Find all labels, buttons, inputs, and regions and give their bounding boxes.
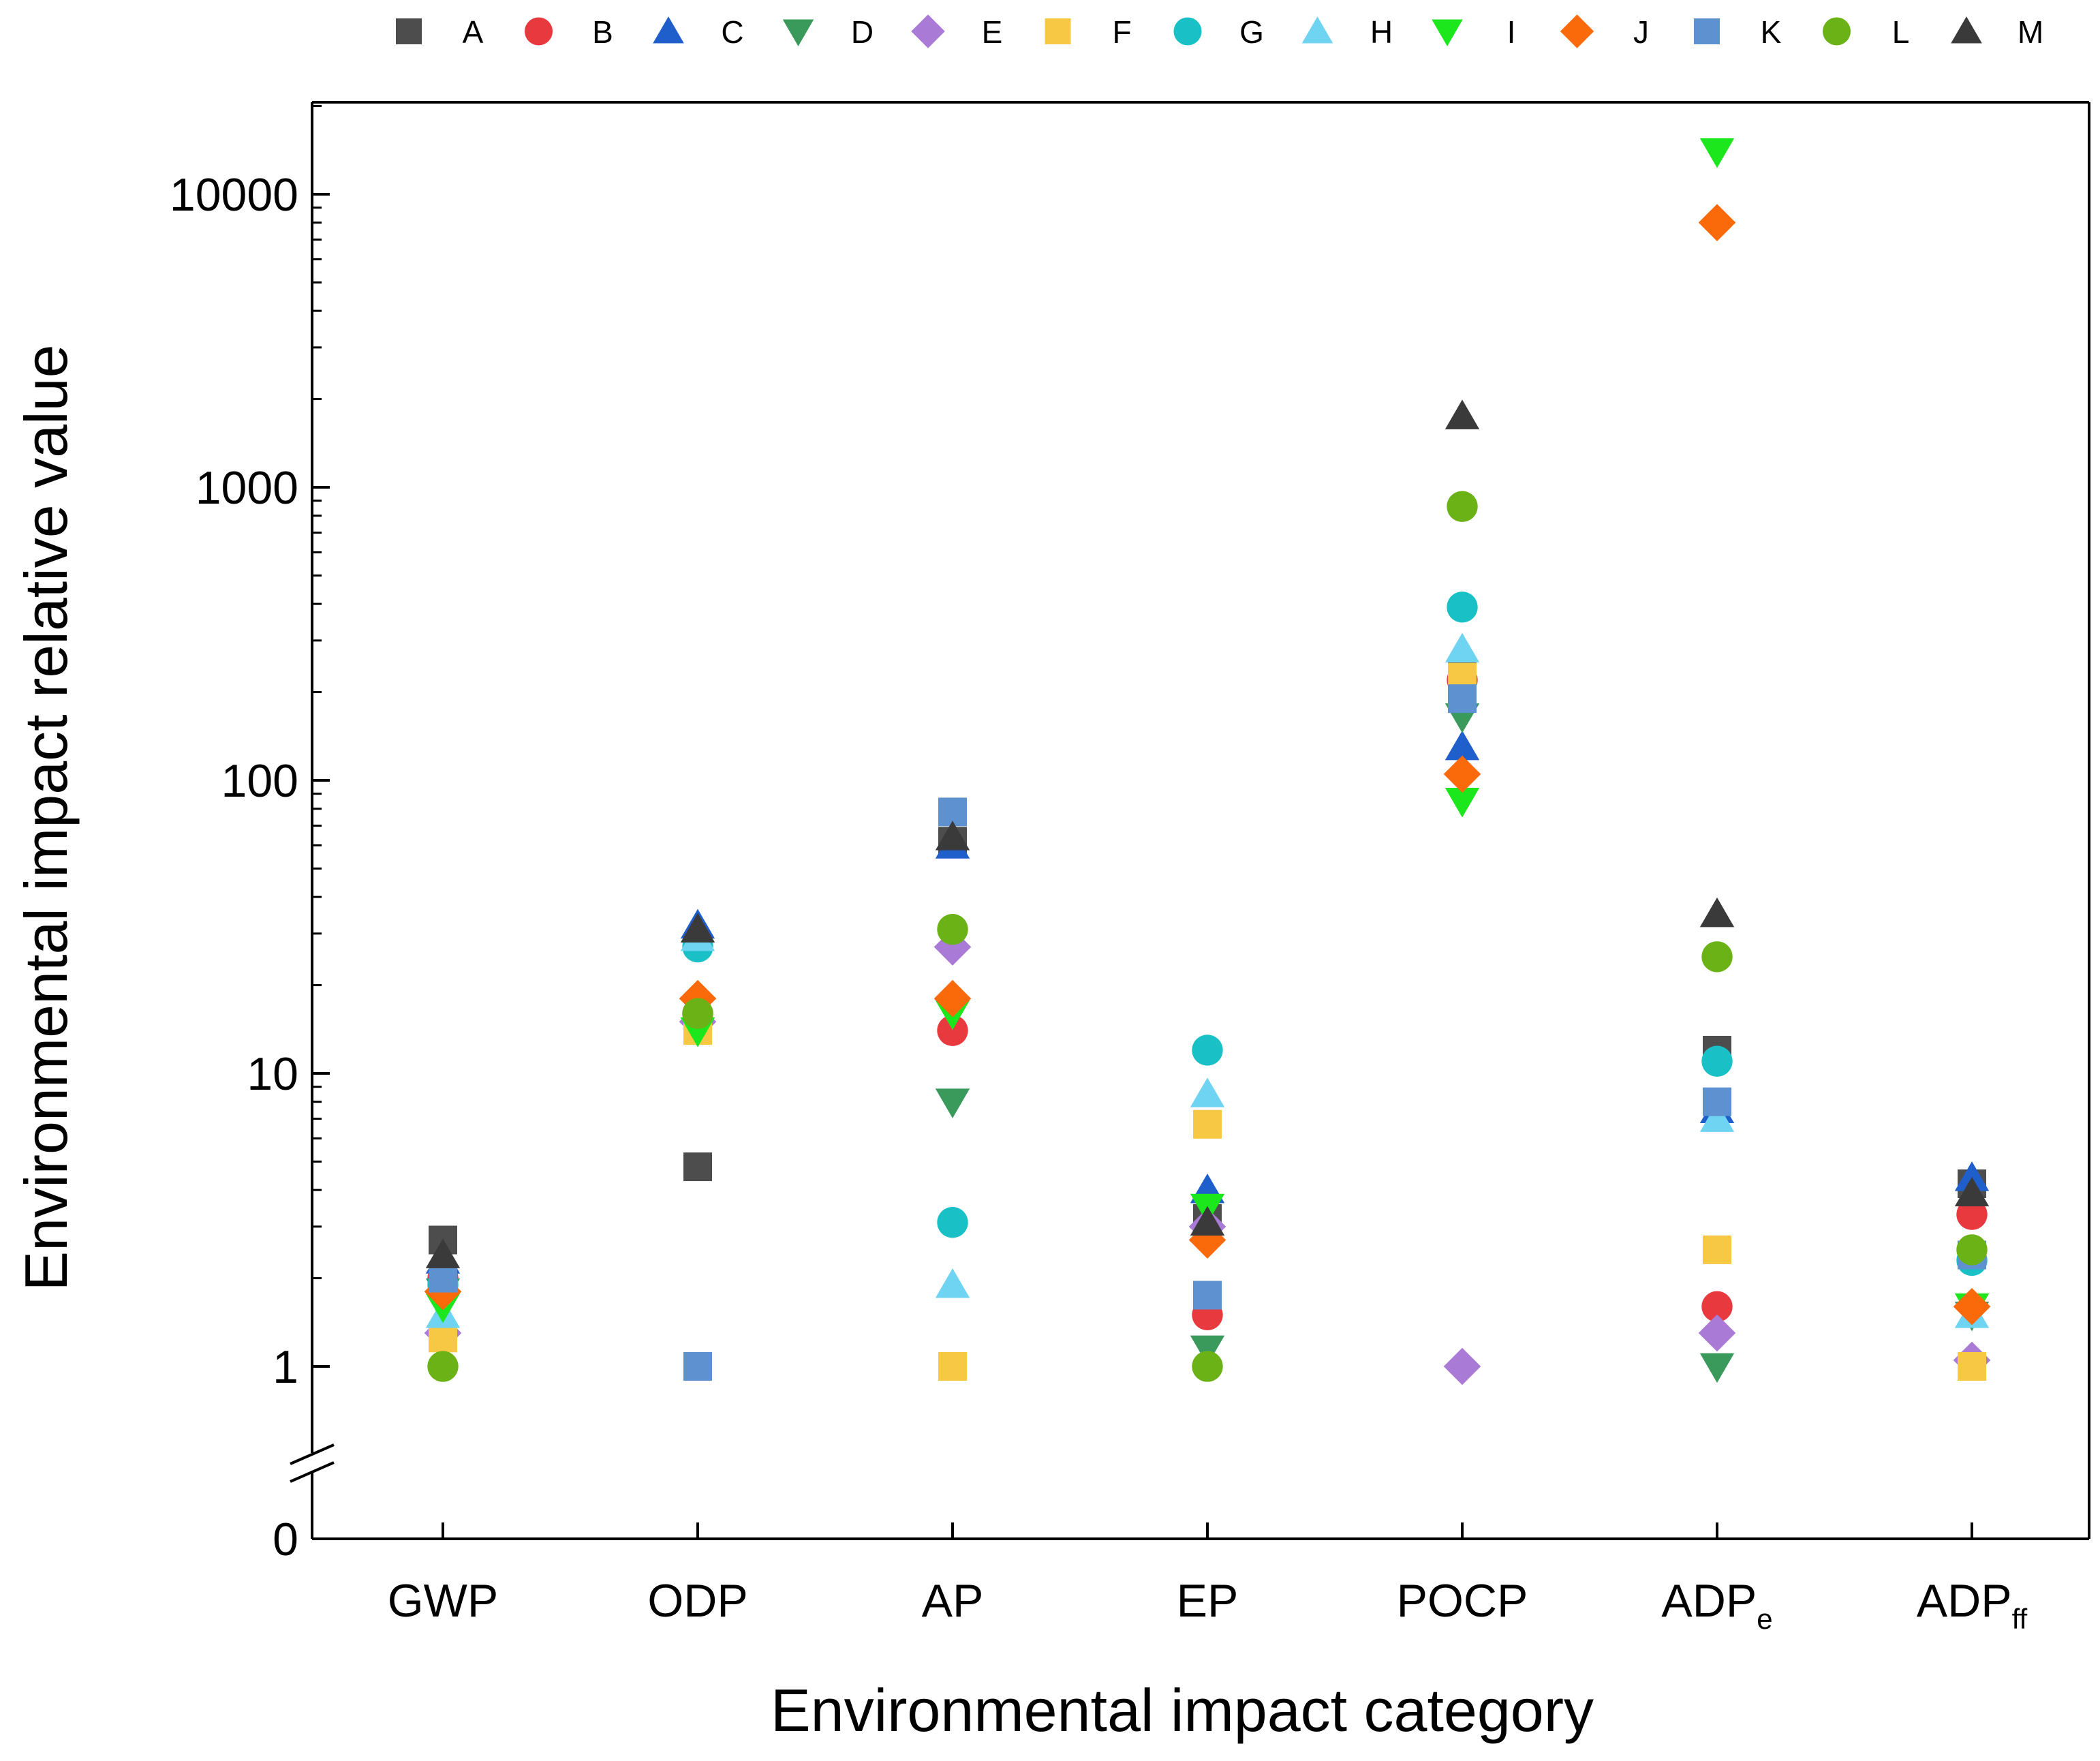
data-point-J <box>1953 1287 1991 1326</box>
data-point-G <box>1701 1045 1733 1077</box>
data-point-E <box>1698 1314 1736 1352</box>
data-point-L <box>682 998 713 1029</box>
data-points <box>424 138 1991 1385</box>
legend-label-H: H <box>1370 14 1393 50</box>
data-point-D <box>1190 1335 1225 1366</box>
data-point-J <box>1443 755 1481 793</box>
legend-label-E: E <box>982 14 1003 50</box>
legend-marker-H <box>1301 16 1333 44</box>
legend-label-K: K <box>1761 14 1782 50</box>
y-axis-title: Environmental impact relative value <box>12 344 80 1291</box>
y-axis-break-mark <box>290 1461 335 1483</box>
data-point-K <box>429 1264 457 1293</box>
legend-marker-C <box>653 16 684 44</box>
legend-label-I: I <box>1507 14 1516 50</box>
legend-label-J: J <box>1633 14 1649 50</box>
data-point-M <box>680 913 715 943</box>
y-tick-label: 1 <box>273 1341 298 1393</box>
data-point-L <box>427 1351 459 1382</box>
y-tick-label: 10000 <box>170 169 298 221</box>
legend-label-C: C <box>721 14 743 50</box>
legend-label-G: G <box>1239 14 1264 50</box>
legend-marker-L <box>1822 17 1851 46</box>
legend-marker-J <box>1560 14 1594 48</box>
legend-label-M: M <box>2018 14 2043 50</box>
data-point-I <box>1445 788 1480 818</box>
data-point-J <box>933 979 972 1017</box>
y-tick-label: 1000 <box>196 462 298 514</box>
y-tick-label-zero: 0 <box>273 1514 298 1565</box>
x-tick-label: ODP <box>647 1575 747 1627</box>
data-point-H <box>1699 1102 1735 1132</box>
y-tick-label: 10 <box>247 1048 298 1100</box>
data-point-D <box>935 1088 970 1118</box>
data-point-H <box>1445 632 1480 663</box>
legend-marker-B <box>524 17 553 46</box>
data-point-B <box>1956 1199 1988 1230</box>
legend-marker-D <box>782 19 814 46</box>
legend-marker-K <box>1694 18 1720 44</box>
data-point-F <box>1193 1109 1222 1139</box>
data-point-D <box>1699 1353 1735 1383</box>
legend-label-A: A <box>463 14 484 50</box>
data-point-J <box>1698 204 1736 241</box>
data-point-K <box>683 1352 712 1381</box>
data-point-G <box>937 1207 968 1238</box>
data-point-B <box>1701 1291 1733 1322</box>
x-tick-label: EP <box>1177 1575 1239 1627</box>
data-point-L <box>1701 941 1733 973</box>
data-point-M <box>1954 1176 1990 1207</box>
data-point-M <box>425 1238 461 1268</box>
x-tick-label: AP <box>922 1575 984 1627</box>
legend-label-D: D <box>851 14 874 50</box>
data-point-F <box>1958 1352 1986 1381</box>
data-point-M <box>935 821 970 851</box>
data-point-M <box>1445 399 1480 429</box>
legend-label-L: L <box>1892 14 1910 50</box>
data-point-L <box>1192 1351 1223 1382</box>
x-tick-label: POCP <box>1397 1575 1528 1627</box>
data-point-K <box>1448 684 1477 714</box>
legend-marker-E <box>911 14 945 48</box>
legend-label-B: B <box>592 14 613 50</box>
y-axis: 1 10 100 1000 10000 0 <box>170 102 335 1565</box>
legend: A B C D E F G H I J K L M <box>396 14 2043 50</box>
data-point-A <box>683 1152 712 1182</box>
data-point-L <box>1447 491 1478 522</box>
data-point-C <box>1954 1161 1990 1191</box>
x-tick-label: GWP <box>388 1575 498 1627</box>
plot-frame <box>312 101 2090 1540</box>
x-axis: GWP ODP AP EP POCP ADPe ADPff <box>388 1522 2028 1635</box>
data-point-B <box>937 1015 968 1046</box>
data-point-H <box>1190 1077 1225 1107</box>
x-tick-label: ADPff <box>1917 1575 2028 1635</box>
legend-marker-A <box>396 18 422 44</box>
data-point-K <box>1703 1087 1731 1116</box>
y-axis-break-mark <box>290 1443 335 1465</box>
data-point-K <box>1193 1281 1222 1310</box>
data-point-M <box>1190 1206 1225 1236</box>
data-point-G <box>1192 1035 1223 1066</box>
y-tick-label: 100 <box>221 755 298 807</box>
data-point-L <box>1956 1234 1988 1266</box>
legend-marker-G <box>1173 17 1202 46</box>
data-point-C <box>1445 730 1480 761</box>
data-point-I <box>1699 138 1735 168</box>
data-point-G <box>1447 592 1478 623</box>
data-point-L <box>937 914 968 945</box>
data-point-F <box>938 1352 967 1381</box>
legend-marker-I <box>1432 19 1463 46</box>
legend-label-F: F <box>1112 14 1131 50</box>
legend-marker-F <box>1045 18 1071 44</box>
data-point-H <box>935 1268 970 1298</box>
data-point-F <box>429 1323 457 1353</box>
x-tick-label: ADPe <box>1661 1575 1772 1635</box>
data-point-F <box>1703 1235 1731 1264</box>
legend-marker-M <box>1951 16 1982 44</box>
data-point-M <box>1699 897 1735 928</box>
x-axis-title: Environmental impact category <box>771 1676 1594 1744</box>
data-point-E <box>1443 1347 1481 1385</box>
